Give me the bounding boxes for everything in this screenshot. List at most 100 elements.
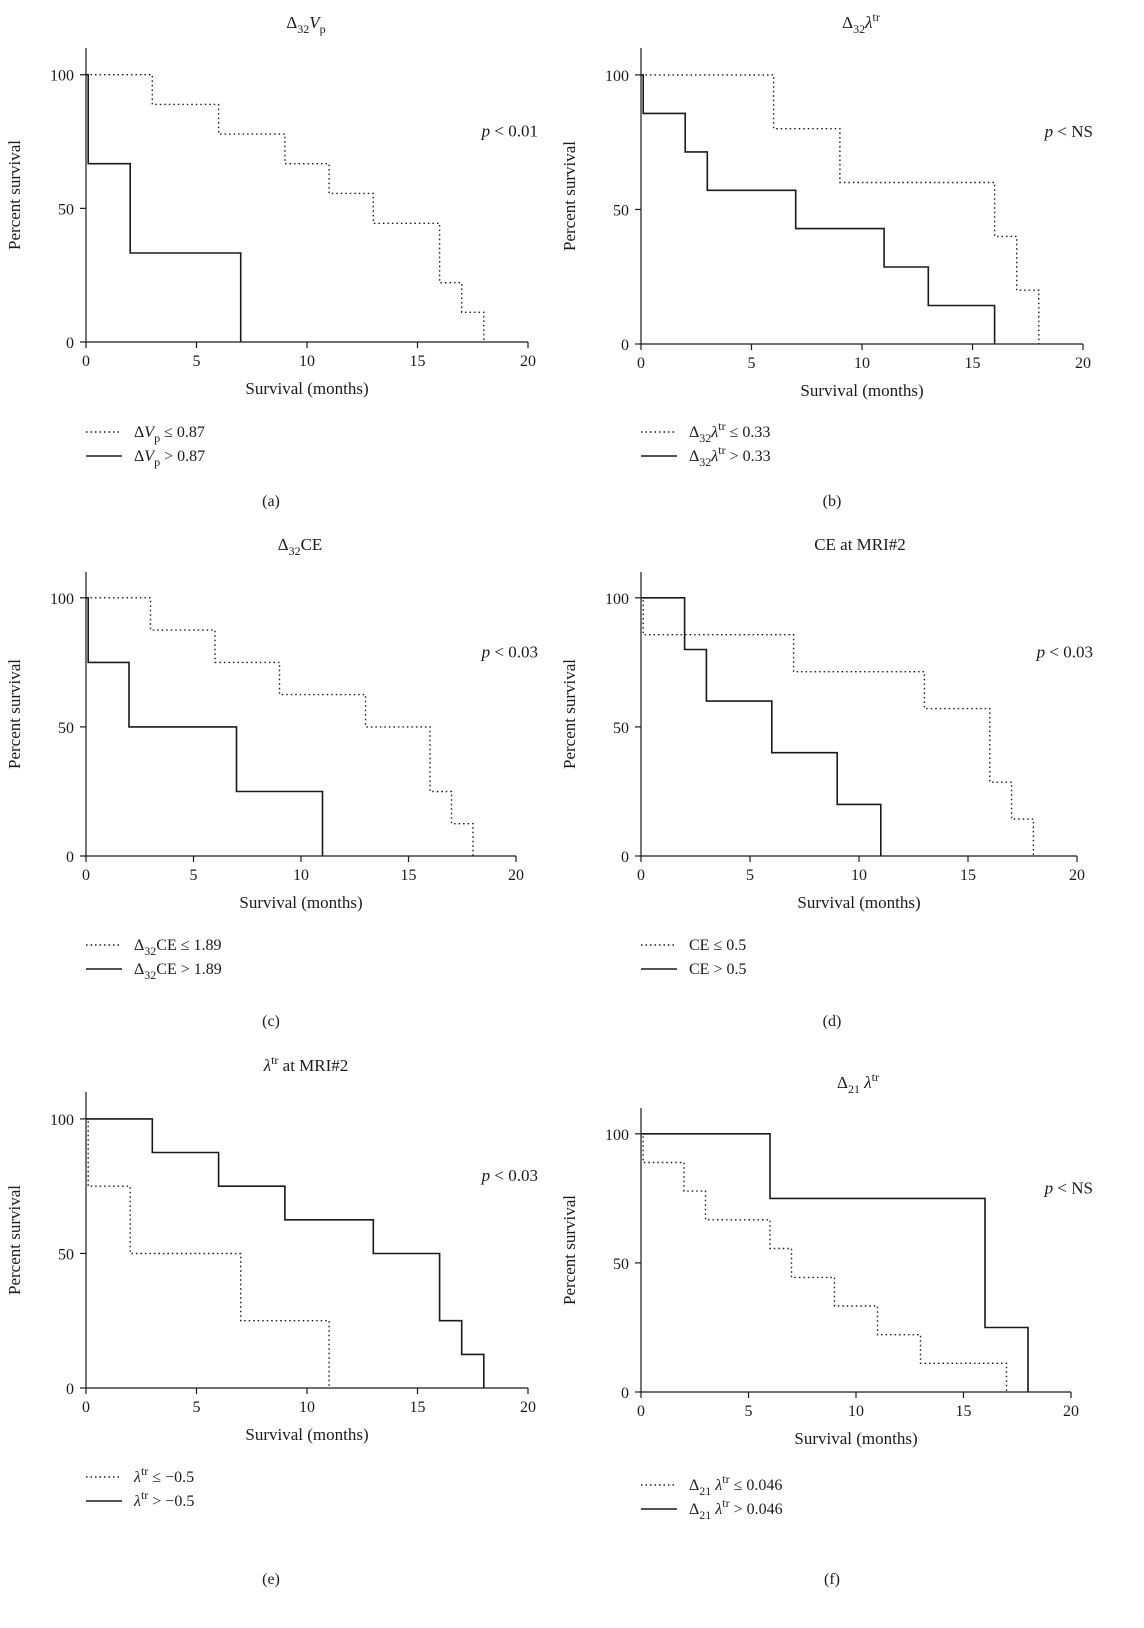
- y-tick-label: 100: [50, 591, 74, 608]
- series-line-solid: [86, 1118, 485, 1388]
- y-tick-label: 50: [613, 720, 629, 737]
- p-value-label: p < 0.03: [481, 643, 538, 662]
- chart-panel-e: λtr at MRI#2 0 5 10 15 20 0 50 100 Survival (mont…: [5, 1053, 538, 1588]
- legend-label: λtr > −0.5: [133, 1488, 194, 1510]
- y-axis-label: Percent survival: [5, 659, 24, 769]
- y-axis-label: Percent survival: [5, 140, 24, 250]
- x-axis-label: Survival (months): [794, 1429, 917, 1448]
- chart-title: Δ21 λtr: [837, 1070, 879, 1096]
- y-axis-label: Percent survival: [560, 659, 579, 769]
- x-tick-label: 20: [1069, 867, 1085, 884]
- x-tick-label: 0: [82, 867, 90, 884]
- y-tick-label: 50: [613, 1256, 629, 1273]
- legend-label: λtr ≤ −0.5: [133, 1464, 194, 1486]
- x-axis-label: Survival (months): [239, 893, 362, 912]
- y-tick-label: 0: [621, 849, 629, 866]
- p-value-label: p < NS: [1044, 122, 1093, 141]
- series-line-dotted: [641, 1133, 1008, 1392]
- series-line-dotted: [641, 74, 1040, 344]
- legend-label: Δ32λtr ≤ 0.33: [689, 419, 770, 445]
- series-line-solid: [641, 74, 996, 344]
- y-tick-label: 50: [58, 201, 74, 218]
- y-tick-label: 0: [621, 1385, 629, 1402]
- x-tick-label: 15: [960, 867, 976, 884]
- panel-caption: (c): [262, 1013, 280, 1030]
- legend-label: Δ32λtr > 0.33: [689, 443, 771, 469]
- series-line-solid: [86, 597, 324, 856]
- y-axis-label: Percent survival: [560, 141, 579, 251]
- series-line-dotted: [86, 597, 474, 856]
- x-tick-label: 15: [401, 867, 417, 884]
- x-tick-label: 15: [956, 1403, 972, 1420]
- y-tick-label: 0: [621, 337, 629, 354]
- x-tick-label: 10: [851, 867, 867, 884]
- p-value-label: p < 0.01: [481, 121, 538, 140]
- series-line-solid: [641, 597, 882, 856]
- y-tick-label: 100: [50, 68, 74, 85]
- x-tick-label: 20: [520, 353, 536, 370]
- x-tick-label: 5: [746, 867, 754, 884]
- legend-label: ΔVp > 0.87: [134, 448, 205, 469]
- legend-label: Δ32CE ≤ 1.89: [134, 937, 222, 958]
- x-tick-label: 5: [190, 867, 198, 884]
- x-tick-label: 10: [848, 1403, 864, 1420]
- y-tick-label: 0: [66, 1381, 74, 1398]
- x-axis-label: Survival (months): [245, 379, 368, 398]
- x-tick-label: 5: [745, 1403, 753, 1420]
- legend-label: Δ21 λtr ≤ 0.046: [689, 1472, 782, 1498]
- panel-caption: (a): [262, 493, 280, 510]
- chart-title: CE at MRI#2: [814, 535, 906, 554]
- p-value-label: p < NS: [1044, 1179, 1093, 1198]
- y-axis-label: Percent survival: [5, 1185, 24, 1295]
- x-tick-label: 10: [299, 353, 315, 370]
- series-line-dotted: [86, 1118, 330, 1388]
- y-tick-label: 0: [66, 335, 74, 352]
- y-tick-label: 50: [613, 202, 629, 219]
- y-axis-label: Percent survival: [560, 1195, 579, 1305]
- chart-panel-c: Δ32CE 0 5 10 15 20 0 50 100 Survival (months) Perc…: [5, 535, 538, 1030]
- legend-label: CE ≤ 0.5: [689, 937, 746, 954]
- y-tick-label: 0: [66, 849, 74, 866]
- x-tick-label: 10: [299, 1399, 315, 1416]
- x-tick-label: 0: [637, 867, 645, 884]
- panel-caption: (f): [824, 1571, 840, 1588]
- chart-title: λtr at MRI#2: [263, 1053, 349, 1075]
- chart-panel-f: Δ21 λtr 0 5 10 15 20 0 50 100 Survival (months) Pe…: [560, 1070, 1093, 1588]
- p-value-label: p < 0.03: [481, 1166, 538, 1185]
- x-tick-label: 20: [508, 867, 524, 884]
- y-tick-label: 50: [58, 720, 74, 737]
- y-tick-label: 100: [605, 68, 629, 85]
- x-axis-label: Survival (months): [245, 1425, 368, 1444]
- chart-panel-a: Δ32Vp 0 5 10 15 20 0 50 100 Survival (months) Perc…: [5, 13, 538, 510]
- x-tick-label: 20: [520, 1399, 536, 1416]
- chart-panel-b: Δ32λtr 0 5 10 15 20 0 50 100 Survival (months) Per…: [560, 10, 1093, 510]
- x-axis-label: Survival (months): [797, 893, 920, 912]
- p-value-label: p < 0.03: [1036, 643, 1093, 662]
- legend-label: Δ32CE > 1.89: [134, 961, 222, 982]
- y-tick-label: 50: [58, 1246, 74, 1263]
- chart-title: Δ32CE: [278, 535, 323, 558]
- legend-label: ΔVp ≤ 0.87: [134, 424, 205, 445]
- y-tick-label: 100: [50, 1112, 74, 1129]
- chart-title: Δ32Vp: [286, 13, 325, 36]
- legend-label: CE > 0.5: [689, 961, 746, 978]
- x-tick-label: 10: [854, 355, 870, 372]
- series-line-dotted: [86, 74, 485, 342]
- x-tick-label: 10: [293, 867, 309, 884]
- series-line-solid: [641, 1133, 1029, 1392]
- x-tick-label: 5: [193, 353, 201, 370]
- x-tick-label: 5: [748, 355, 756, 372]
- x-tick-label: 0: [637, 1403, 645, 1420]
- series-line-dotted: [641, 597, 1035, 856]
- x-tick-label: 0: [637, 355, 645, 372]
- x-tick-label: 0: [82, 1399, 90, 1416]
- x-tick-label: 20: [1075, 355, 1091, 372]
- legend-label: Δ21 λtr > 0.046: [689, 1496, 783, 1522]
- x-tick-label: 0: [82, 353, 90, 370]
- x-tick-label: 15: [410, 1399, 426, 1416]
- chart-title: Δ32λtr: [842, 10, 880, 36]
- panel-caption: (d): [823, 1013, 842, 1030]
- x-tick-label: 5: [193, 1399, 201, 1416]
